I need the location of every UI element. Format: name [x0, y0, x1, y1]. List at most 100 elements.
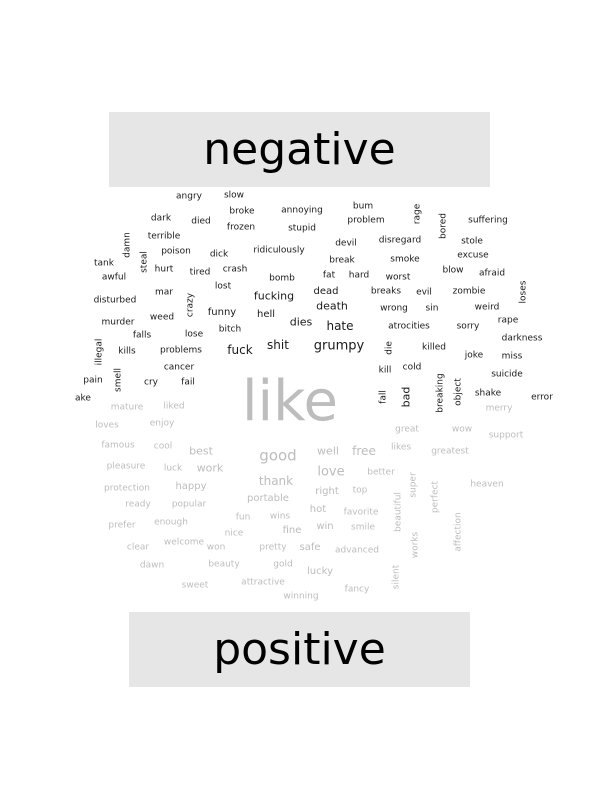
positive-word: protection: [104, 483, 150, 494]
negative-word: error: [531, 392, 553, 403]
positive-word: portable: [247, 493, 289, 504]
negative-word: disturbed: [93, 295, 137, 306]
positive-word: welcome: [163, 537, 205, 548]
negative-word: ridiculously: [253, 245, 305, 256]
positive-word: cool: [153, 441, 173, 452]
negative-word: bad: [399, 386, 413, 408]
negative-word: poison: [161, 246, 191, 257]
negative-word: steal: [139, 251, 150, 273]
negative-word: murder: [101, 317, 135, 328]
negative-word: sin: [425, 303, 439, 314]
negative-word: bitch: [218, 324, 242, 335]
negative-word: wrong: [380, 303, 408, 314]
positive-word: pleasure: [106, 461, 146, 472]
positive-word: good: [259, 446, 297, 465]
negative-word: bored: [438, 213, 449, 239]
negative-word: atrocities: [388, 321, 430, 332]
positive-word: prefer: [108, 520, 136, 531]
negative-word: miss: [501, 351, 523, 362]
negative-word: ake: [75, 393, 91, 404]
negative-word: rage: [412, 203, 423, 225]
positive-word: love: [317, 464, 345, 480]
positive-word: beauty: [208, 559, 240, 570]
negative-word: break: [329, 255, 355, 266]
positive-word: favorite: [343, 507, 379, 518]
positive-word: sweet: [181, 580, 209, 591]
negative-word: crash: [222, 264, 248, 275]
positive-word: gold: [273, 559, 293, 570]
negative-word: frozen: [226, 222, 256, 233]
negative-word: hard: [348, 270, 370, 281]
negative-word: breaks: [370, 286, 402, 297]
negative-word: bum: [352, 201, 374, 212]
negative-word: smell: [113, 368, 124, 392]
positive-word: advanced: [335, 545, 379, 556]
positive-word: fine: [282, 525, 302, 536]
negative-word: suicide: [491, 369, 523, 380]
negative-word: zombie: [452, 286, 486, 297]
negative-word: fuck: [227, 343, 253, 357]
positive-word: won: [206, 542, 226, 553]
negative-word: evil: [416, 287, 432, 298]
positive-word: well: [317, 444, 339, 458]
negative-word: dick: [209, 249, 229, 260]
positive-label-box: positive: [129, 612, 470, 687]
positive-word: attractive: [241, 577, 285, 588]
negative-word: cold: [402, 362, 422, 373]
positive-word: work: [196, 461, 224, 475]
positive-word: better: [367, 467, 395, 478]
negative-word: stole: [461, 236, 483, 247]
negative-word: fucking: [253, 289, 295, 303]
positive-word: works: [410, 531, 421, 559]
positive-word: mature: [110, 402, 144, 413]
negative-word: object: [453, 378, 464, 406]
negative-label: negative: [203, 124, 396, 175]
positive-word: perfect: [430, 480, 441, 514]
positive-word: greatest: [431, 446, 469, 457]
negative-word: tank: [94, 258, 114, 269]
positive-word: silent: [391, 564, 402, 590]
positive-word: best: [189, 444, 213, 458]
negative-word: disregard: [378, 235, 422, 246]
negative-word: fat: [322, 270, 336, 281]
negative-word: broke: [229, 206, 255, 217]
positive-word: fun: [235, 512, 251, 523]
positive-word: ready: [125, 499, 151, 510]
negative-word: dead: [313, 286, 339, 297]
negative-word: lose: [184, 329, 204, 340]
positive-word: enjoy: [149, 418, 175, 429]
positive-word: hot: [309, 504, 327, 515]
negative-word: killed: [422, 342, 446, 353]
positive-word: dawn: [139, 560, 165, 571]
positive-word: affection: [453, 512, 464, 552]
positive-word: nice: [224, 528, 244, 539]
positive-word: support: [488, 430, 524, 441]
negative-word: angry: [176, 191, 202, 202]
negative-word: hell: [256, 309, 276, 320]
negative-word: bomb: [269, 273, 295, 284]
negative-word: stupid: [288, 223, 316, 234]
negative-word: hurt: [154, 264, 174, 275]
negative-word: weird: [474, 302, 500, 313]
negative-word: annoying: [281, 205, 323, 216]
negative-word: awful: [101, 272, 127, 283]
positive-word: merry: [485, 403, 513, 414]
negative-word: terrible: [147, 231, 181, 242]
negative-word: dark: [150, 213, 172, 224]
positive-word: super: [408, 472, 419, 498]
negative-word: died: [191, 216, 211, 227]
positive-word: happy: [175, 481, 207, 492]
positive-word: liked: [163, 401, 185, 412]
positive-word: popular: [171, 499, 207, 510]
positive-word: beautiful: [393, 492, 404, 532]
negative-word: breaking: [435, 373, 446, 413]
negative-word: sorry: [456, 321, 480, 332]
positive-word: free: [352, 444, 376, 458]
positive-word: winning: [283, 591, 319, 602]
negative-word: falls: [132, 330, 152, 341]
negative-word: hate: [326, 319, 354, 333]
negative-word: cry: [144, 377, 158, 388]
positive-word: fancy: [344, 584, 370, 595]
negative-word: damn: [122, 232, 133, 258]
positive-word: enough: [154, 517, 188, 528]
